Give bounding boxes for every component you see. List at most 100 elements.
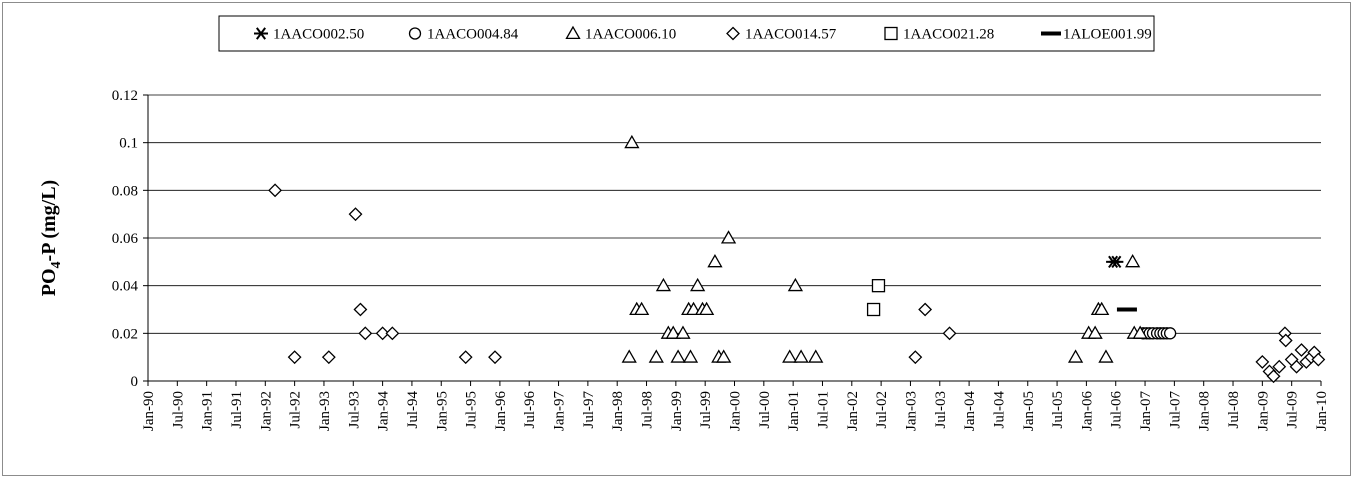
triangle-marker <box>1132 325 1148 339</box>
triangle-marker <box>648 349 664 363</box>
legend-marker <box>1041 31 1061 36</box>
triangle-marker <box>621 349 637 363</box>
y-tick-label: 0 <box>131 374 139 390</box>
x-tick-label: Jul-94 <box>405 391 421 429</box>
y-tick-label: 0.1 <box>119 136 138 152</box>
data-point <box>348 207 363 222</box>
circle-marker <box>408 27 422 40</box>
x-tick-label: Jan-01 <box>786 391 802 431</box>
legend-label: 1AACO006.10 <box>585 27 676 43</box>
data-point <box>624 134 640 149</box>
legend-label: 1ALOE001.99 <box>1063 27 1152 43</box>
ylabel-part: PO <box>38 268 60 296</box>
triangle-marker <box>655 277 672 292</box>
legend-label: 1AACO002.50 <box>273 27 364 43</box>
legend-marker <box>884 26 898 41</box>
triangle-marker <box>634 301 650 316</box>
triangle-marker <box>793 349 809 363</box>
diamond-marker <box>268 183 282 198</box>
legend-label: 1AACO004.84 <box>427 27 519 43</box>
x-tick-label: Jul-99 <box>698 391 714 429</box>
data-point <box>1098 349 1114 363</box>
legend-box <box>218 15 1155 52</box>
triangle-marker <box>624 134 640 149</box>
x-tick-label: Jul-96 <box>522 391 538 429</box>
x-tick-label: Jan-96 <box>493 391 509 431</box>
data-point <box>675 325 691 339</box>
triangle-marker <box>670 349 686 363</box>
data-point <box>942 326 957 341</box>
data-point <box>1132 325 1148 339</box>
triangle-marker <box>675 325 691 339</box>
legend-item: 1AACO014.57 <box>726 26 837 43</box>
diamond-marker <box>726 26 740 41</box>
diamond-marker <box>353 302 368 317</box>
diamond-marker <box>321 350 336 365</box>
data-point <box>1087 325 1103 339</box>
x-tick-label: Jan-97 <box>552 391 568 431</box>
x-tick-label: Jan-99 <box>669 391 685 431</box>
x-tick-label: Jul-95 <box>464 391 480 429</box>
legend-item: 1AACO004.84 <box>408 27 519 43</box>
x-tick-label: Jan-07 <box>1138 391 1154 431</box>
x-tick-label: Jan-91 <box>200 391 216 431</box>
data-point <box>321 350 336 365</box>
legend-marker <box>408 27 422 40</box>
data-point <box>1266 369 1281 384</box>
data-point <box>375 326 390 341</box>
y-tick-label: 0.04 <box>112 279 139 295</box>
x-tick-label: Jul-02 <box>874 391 890 429</box>
legend-item: 1AACO002.50 <box>254 27 364 43</box>
legend-label: 1AACO021.28 <box>903 27 994 43</box>
triangle-marker <box>782 349 798 363</box>
legend-label: 1AACO014.57 <box>745 27 837 43</box>
diamond-marker <box>1311 352 1326 367</box>
circle-marker <box>1163 327 1177 340</box>
data-point <box>1278 333 1293 348</box>
x-tick-label: Jan-10 <box>1314 391 1330 431</box>
y-axis-label: PO4-P (mg/L) <box>38 180 64 296</box>
x-tick-label: Jan-08 <box>1197 391 1213 431</box>
data-point <box>690 277 706 292</box>
data-point <box>621 349 637 363</box>
series-square <box>866 279 886 317</box>
data-point <box>707 254 723 268</box>
data-point <box>287 350 302 365</box>
data-point <box>1311 352 1326 367</box>
data-point <box>665 325 681 339</box>
data-point <box>866 302 881 317</box>
x-tick-label: Jan-94 <box>376 391 392 431</box>
x-tick-label: Jul-93 <box>346 391 362 429</box>
data-point <box>458 350 473 365</box>
data-point <box>1116 307 1137 312</box>
x-tick-label: Jan-06 <box>1079 391 1095 431</box>
data-point <box>787 277 804 292</box>
square-marker <box>871 279 886 293</box>
x-tick-label: Jul-07 <box>1167 391 1183 429</box>
triangle-marker <box>1087 325 1103 339</box>
data-point <box>1289 359 1304 374</box>
diamond-marker <box>1278 333 1293 348</box>
data-point <box>634 301 650 316</box>
data-point <box>1163 327 1177 340</box>
data-point <box>358 326 373 341</box>
data-point <box>1125 254 1141 268</box>
diamond-marker <box>908 350 923 365</box>
x-tick-label: Jan-98 <box>610 391 626 431</box>
series-dash <box>1116 307 1137 312</box>
x-tick-label: Jan-93 <box>317 391 333 431</box>
data-point <box>670 349 686 363</box>
asterisk-stroke <box>256 27 267 40</box>
diamond-marker <box>918 302 933 317</box>
x-tick-label: Jan-92 <box>258 391 274 431</box>
data-point <box>793 349 809 363</box>
data-point <box>685 301 702 316</box>
x-tick-label: Jan-95 <box>434 391 450 431</box>
x-tick-label: Jul-08 <box>1226 391 1242 429</box>
x-tick-label: Jul-09 <box>1285 391 1301 429</box>
data-point <box>648 349 664 363</box>
gridlines <box>148 94 1321 334</box>
data-point <box>698 301 715 316</box>
ylabel-part: -P (mg/L) <box>38 180 60 262</box>
